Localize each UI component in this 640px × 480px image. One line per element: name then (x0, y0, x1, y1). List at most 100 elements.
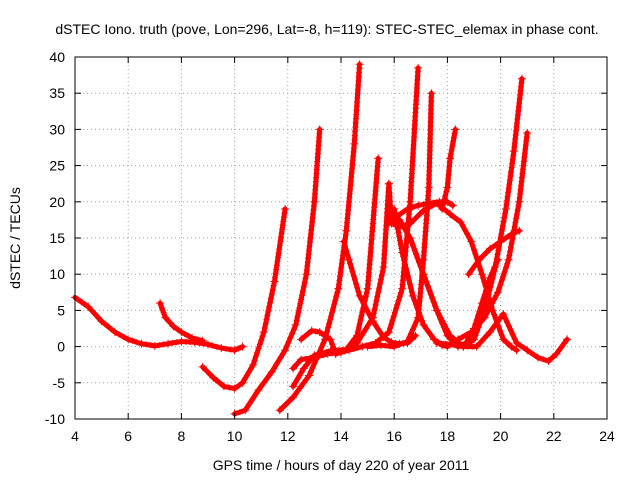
data-point (341, 348, 348, 355)
data-point (501, 268, 508, 275)
data-point (512, 219, 519, 226)
y-tick-label: 0 (57, 339, 65, 355)
data-point (378, 272, 385, 279)
data-point (440, 201, 447, 208)
data-point (245, 368, 252, 375)
data-point (491, 296, 498, 303)
data-point (459, 342, 468, 351)
data-point (273, 262, 280, 269)
data-point (424, 199, 433, 208)
data-point (75, 296, 82, 303)
y-tick-label: 35 (49, 85, 65, 101)
data-point (469, 343, 476, 350)
data-point (410, 243, 417, 250)
y-tick-label: 25 (49, 158, 65, 174)
data-point (354, 344, 361, 351)
data-point (160, 309, 167, 316)
data-point (389, 317, 396, 324)
data-point (414, 255, 421, 262)
series-arc19 (454, 129, 532, 344)
data-point (416, 259, 423, 266)
data-point (429, 295, 436, 302)
data-point (353, 280, 360, 287)
data-point (406, 281, 413, 288)
data-point (331, 301, 338, 308)
data-point (206, 371, 213, 378)
data-point (409, 326, 416, 333)
data-point (500, 273, 507, 280)
data-point (95, 314, 102, 321)
data-point (402, 227, 409, 234)
data-point (502, 210, 509, 217)
data-point (363, 325, 370, 332)
data-point (415, 309, 422, 316)
data-point (276, 246, 283, 253)
data-point (296, 372, 303, 379)
data-point (337, 349, 344, 356)
data-point (424, 205, 431, 212)
data-point (507, 172, 514, 179)
y-tick-label: 40 (49, 49, 65, 65)
data-point (540, 356, 547, 363)
data-point (275, 254, 282, 261)
data-point (477, 267, 484, 274)
data-point (267, 367, 276, 376)
data-point (480, 275, 487, 282)
x-tick-label: 24 (599, 428, 615, 444)
data-point (491, 262, 500, 271)
data-point (362, 293, 369, 300)
data-point (246, 400, 253, 407)
data-point (372, 301, 379, 308)
data-point (396, 233, 403, 240)
data-point (88, 307, 95, 314)
y-tick-label: 30 (49, 121, 65, 137)
data-point (408, 239, 415, 246)
data-point (492, 321, 499, 328)
data-point (475, 255, 484, 264)
data-point (432, 303, 439, 310)
data-point (217, 380, 224, 387)
data-point (252, 353, 259, 360)
data-point (116, 331, 123, 338)
data-point (251, 357, 258, 364)
data-point (169, 322, 178, 331)
data-point (326, 320, 333, 327)
data-point (331, 349, 340, 358)
data-point (289, 330, 296, 337)
data-point (441, 321, 448, 328)
data-point (283, 342, 290, 349)
data-point (166, 318, 173, 325)
data-point (507, 230, 516, 239)
data-point (355, 288, 362, 295)
data-point (226, 384, 233, 391)
data-point (358, 313, 365, 320)
data-point (473, 260, 480, 267)
data-point (78, 299, 85, 306)
data-point (413, 318, 420, 325)
data-point (464, 230, 471, 237)
data-point (400, 224, 407, 231)
data-point (303, 362, 310, 369)
data-point (263, 316, 270, 323)
data-point (502, 315, 509, 322)
data-point (278, 230, 285, 237)
data-point (253, 390, 260, 397)
y-tick-label: -10 (45, 411, 65, 427)
data-point (294, 313, 301, 320)
data-point (396, 293, 403, 300)
data-point (359, 309, 366, 316)
data-point (156, 299, 165, 308)
data-point (387, 325, 394, 332)
data-point (270, 277, 279, 286)
data-point (266, 372, 273, 379)
x-tick-label: 4 (71, 428, 79, 444)
data-point (277, 238, 284, 245)
data-point (397, 241, 404, 248)
data-point (105, 323, 112, 330)
data-layer (71, 60, 572, 418)
data-point (375, 289, 382, 296)
data-point (404, 269, 411, 276)
series-arc18 (432, 74, 526, 351)
data-point (305, 330, 312, 337)
data-point (299, 364, 308, 373)
